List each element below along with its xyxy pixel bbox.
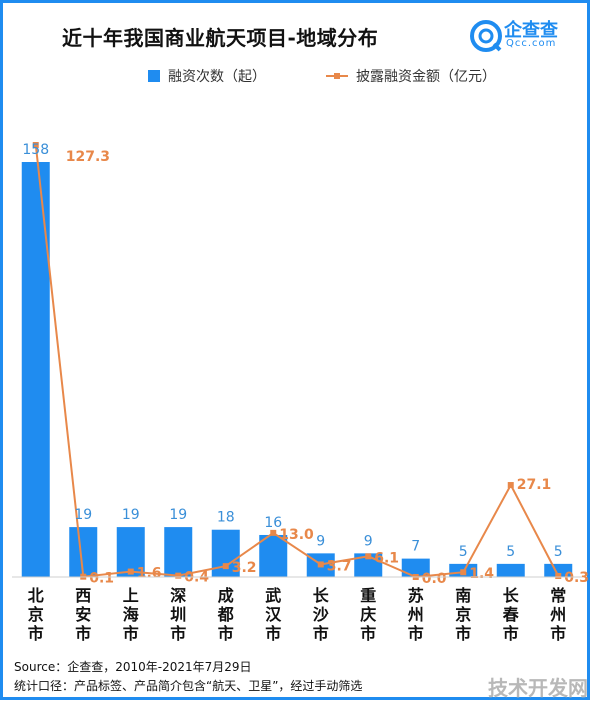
bar-value-label: 19 [74,507,92,523]
legend-line-label: 披露融资金额（亿元） [356,69,496,85]
line-point-3 [175,572,182,579]
line-value-label: 3.7 [327,558,352,574]
chart-title: 近十年我国商业航天项目-地域分布 [62,26,379,50]
category-label-char: 南 [455,586,471,605]
bar-10 [496,563,525,577]
line-point-0 [32,142,39,148]
category-label-char: 安 [75,605,91,624]
category-label-char: 北 [28,586,44,605]
category-label-char: 西 [75,586,91,605]
line-value-label: 0.3 [564,570,589,586]
bar-value-label: 5 [506,544,515,560]
bar-value-label: 5 [554,544,563,560]
line-value-label: 27.1 [517,477,552,493]
category-label-char: 成 [218,586,234,605]
bar-11 [544,563,573,577]
category-label-char: 深 [170,586,186,605]
category-label-char: 武 [265,586,281,605]
line-point-9 [460,569,467,576]
line-value-label: 3.2 [232,560,257,576]
line-value-label: 13.0 [279,527,314,543]
category-label-char: 都 [217,605,234,624]
bar-value-label: 19 [122,507,140,523]
bar-8 [401,558,430,577]
bar-5 [259,534,288,577]
category-label-char: 上 [123,586,139,605]
category-label-char: 市 [313,624,329,643]
method-note: 统计口径：产品标签、产品简介包含“航天、卫星”，经过手动筛选 [14,679,363,693]
line-point-5 [270,529,277,536]
legend-line-swatch [326,70,348,82]
category-label-char: 常 [550,586,566,605]
category-label-char: 春 [502,605,520,624]
bar-value-label: 7 [411,539,420,555]
line-point-4 [222,563,229,570]
qcc-logo-icon [470,20,502,52]
site-watermark: 技术开发网 [488,676,588,700]
bar-value-label: 18 [217,510,235,526]
category-label-char: 重 [360,586,376,605]
category-label-char: 市 [123,624,139,643]
chart-legend: 融资次数（起） 披露融资金额（亿元） [148,66,496,86]
category-label-char: 沙 [313,605,329,624]
bar-value-label: 5 [459,544,468,560]
legend-bar-label: 融资次数（起） [168,69,266,85]
category-label-char: 市 [75,624,91,643]
line-value-label: 0.4 [184,570,209,586]
line-point-10 [507,482,514,489]
category-label-char: 京 [28,605,44,624]
category-label-char: 州 [407,605,424,624]
bar-value-label: 9 [364,533,373,549]
category-label-char: 汉 [265,605,282,624]
legend-bar-swatch [148,70,160,82]
category-label-char: 市 [550,624,566,643]
category-label-char: 庆 [359,605,376,624]
category-label-char: 市 [170,624,186,643]
category-label-char: 圳 [170,605,186,624]
category-label-char: 海 [123,605,139,624]
bar-value-label: 9 [316,533,325,549]
line-value-label: 0.1 [89,571,114,587]
category-label-char: 市 [360,624,376,643]
category-label-char: 市 [503,624,519,643]
line-point-6 [317,561,324,568]
source-note: Source：企查查，2010年-2021年7月29日 [14,660,252,674]
line-value-label: 1.4 [469,566,494,582]
category-label-char: 京 [455,605,471,624]
bar-3 [164,527,193,577]
line-value-label: 0.0 [422,571,447,587]
bar-value-label: 16 [264,515,282,531]
category-label-char: 州 [549,605,566,624]
line-value-label: 6.1 [374,550,399,566]
category-label-char: 市 [408,624,424,643]
line-point-7 [365,553,372,560]
logo-text: 企查查 [504,20,558,41]
bar-0 [21,162,50,577]
category-label-char: 市 [265,624,281,643]
category-label-char: 长 [313,586,330,605]
category-label-char: 市 [28,624,44,643]
category-label-char: 市 [455,624,471,643]
bar-value-label: 158 [22,142,49,158]
line-point-2 [127,568,134,575]
bar-value-label: 19 [169,507,187,523]
line-value-label: 127.3 [66,149,110,165]
category-label-char: 苏 [408,586,424,605]
line-point-11 [555,572,562,579]
logo-subtext: Qcc.com [506,38,557,49]
category-label-char: 长 [503,586,520,605]
amount-line [34,144,560,579]
line-value-label: 1.6 [137,566,162,582]
category-label-char: 市 [218,624,234,643]
